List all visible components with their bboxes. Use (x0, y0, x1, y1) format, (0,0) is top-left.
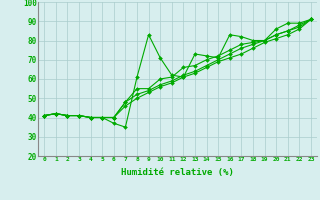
X-axis label: Humidité relative (%): Humidité relative (%) (121, 168, 234, 177)
